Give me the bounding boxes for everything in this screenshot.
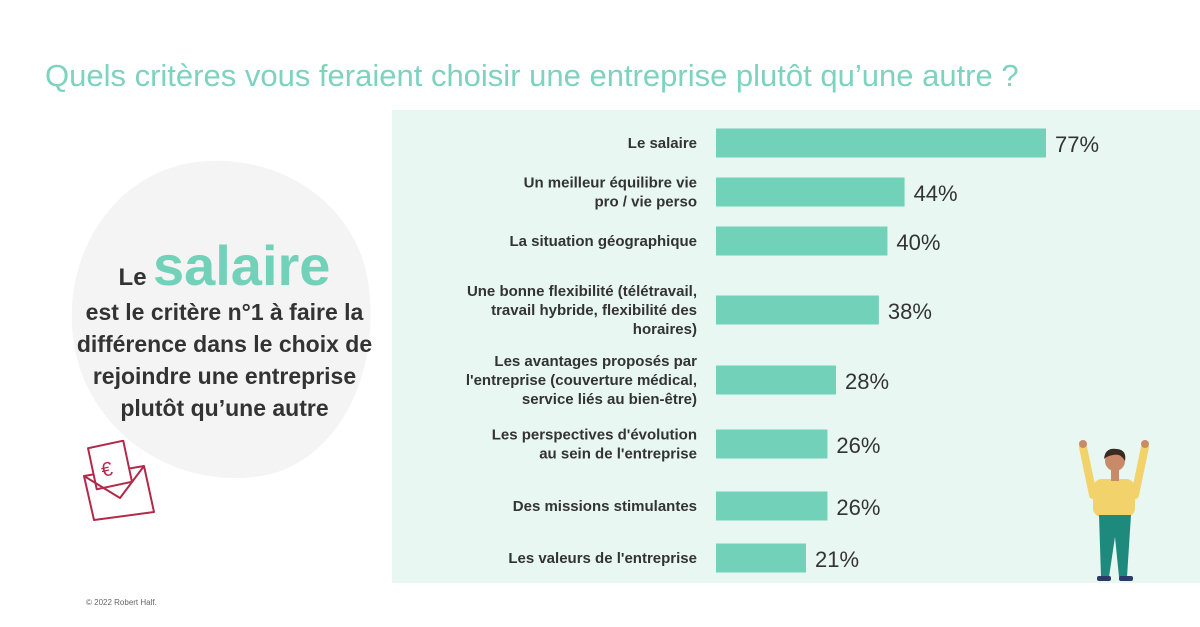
value-label-3: 40% [896,230,940,255]
page-title: Quels critères vous feraient choisir une… [45,58,1019,93]
bar-3 [716,226,888,256]
bar-7 [716,491,828,521]
bar-8 [716,543,806,573]
category-label-2: Un meilleur équilibre vie pro / vie perso [524,175,697,211]
bar-2 [716,177,905,207]
value-label-4: 38% [888,299,932,324]
bar-5 [716,365,836,395]
value-label-7: 26% [836,495,880,520]
category-label-8: Les valeurs de l'entreprise [508,550,697,567]
bar-1 [716,128,1046,158]
category-label-6: Les perspectives d'évolution au sein de l… [492,427,697,463]
callout-highlight: salaire [152,234,331,297]
value-label-5: 28% [845,369,889,394]
value-label-6: 26% [836,433,880,458]
callout-le: Le [118,264,147,291]
euro-envelope-icon: € [83,440,155,521]
category-label-4: Une bonne flexibilité (télétravail, trava… [467,283,697,338]
value-label-2: 44% [914,181,958,206]
value-label-8: 21% [815,547,859,572]
category-label-1: Le salaire [628,135,697,152]
category-label-7: Des missions stimulantes [513,498,697,515]
callout-rest: est le critère n°1 à faire la différence… [76,299,373,421]
svg-text:€: € [99,458,114,482]
cheering-person-illustration [1079,440,1149,581]
category-label-5: Les avantages proposés par l'entreprise (… [466,353,697,408]
bar-6 [716,429,828,459]
bar-4 [716,295,879,325]
copyright: © 2022 Robert Half. [86,598,157,607]
category-label-3: La situation géographique [509,233,697,250]
callout-text: Le salaire est le critère n°1 à faire la… [62,238,387,424]
value-label-1: 77% [1055,132,1099,157]
